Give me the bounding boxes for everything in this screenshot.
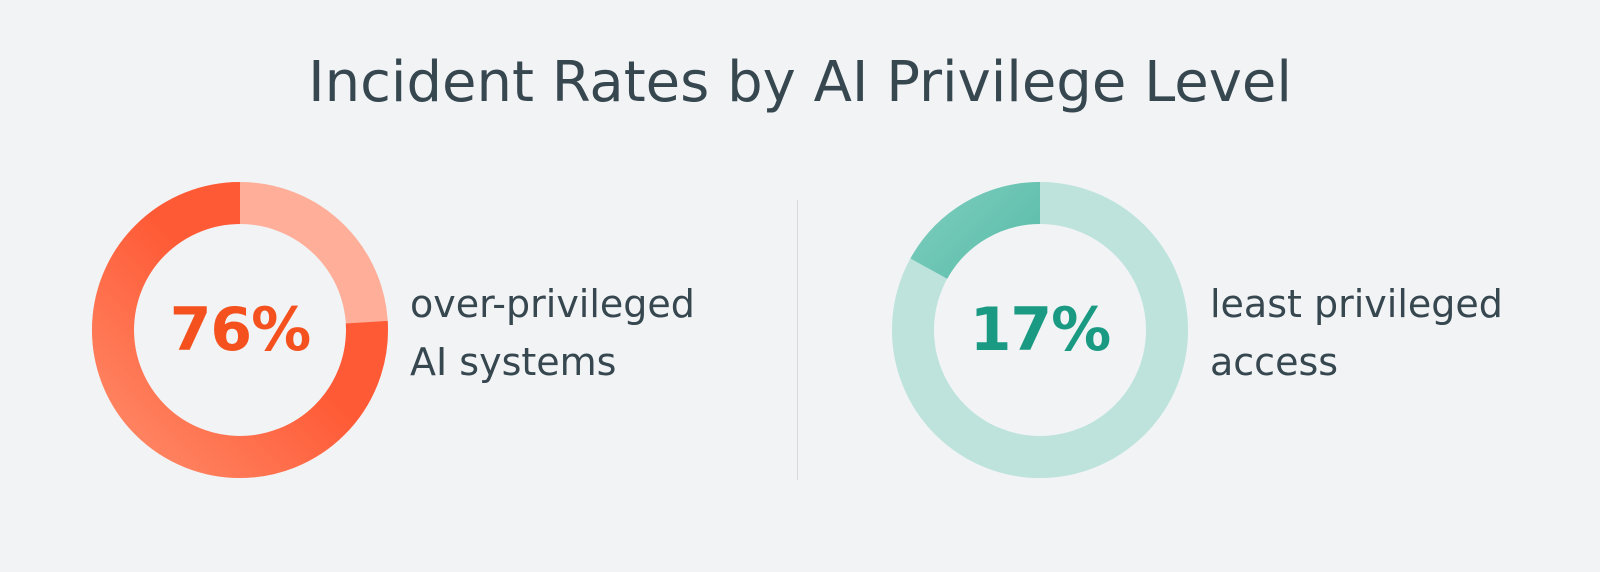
stat-panel-over-privileged: 76% over-privileged AI systems xyxy=(90,180,770,480)
panel-divider xyxy=(797,200,798,480)
donut-value-arc xyxy=(892,182,1188,478)
donut-svg xyxy=(892,182,1188,478)
donut-svg xyxy=(92,182,388,478)
percent-value: 76% xyxy=(169,295,312,365)
stat-label: least privileged access xyxy=(1210,275,1570,391)
donut-value-arc xyxy=(92,182,388,478)
donut-chart: 76% xyxy=(90,180,390,480)
percent-value: 17% xyxy=(969,295,1112,365)
chart-title: Incident Rates by AI Privilege Level xyxy=(308,50,1292,115)
stat-label-line-2: access xyxy=(1210,340,1339,384)
stat-label: over-privileged AI systems xyxy=(410,275,770,391)
stat-label-line-1: least privileged xyxy=(1210,282,1503,326)
donut-chart: 17% xyxy=(890,180,1190,480)
stat-label-line-1: over-privileged xyxy=(410,282,695,326)
stat-panel-least-privileged: 17% least privileged access xyxy=(890,180,1570,480)
stat-label-line-2: AI systems xyxy=(410,340,617,384)
